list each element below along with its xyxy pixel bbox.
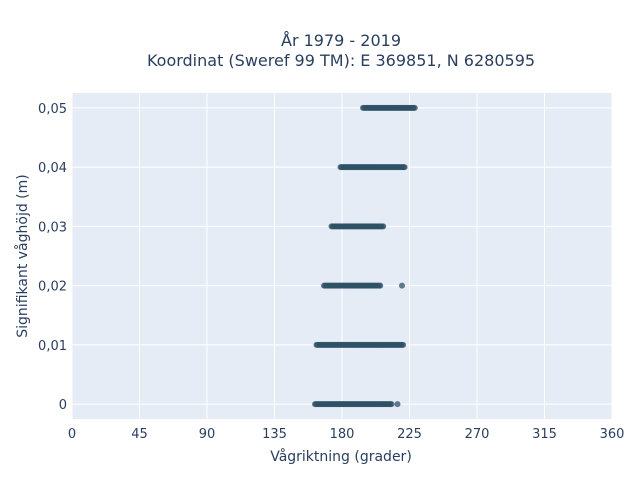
y-tick-label: 0,05 [38, 102, 67, 117]
data-point [399, 282, 405, 289]
x-tick-label: 45 [131, 427, 148, 442]
y-axis-title: Signifikant våghöjd (m) [14, 174, 31, 337]
x-tick-label: 0 [68, 427, 76, 442]
y-tick-label: 0,03 [38, 220, 67, 235]
data-point [401, 164, 408, 171]
data-point [377, 282, 384, 289]
data-point [400, 341, 407, 348]
y-tick-labels: 0 0,01 0,02 0,03 0,04 0,05 [38, 102, 67, 413]
x-tick-label: 180 [330, 427, 355, 442]
chart-subtitle: Koordinat (Sweref 99 TM): E 369851, N 62… [147, 51, 535, 70]
y-tick-label: 0 [59, 398, 67, 413]
data-point [388, 401, 395, 408]
x-tick-label: 225 [397, 427, 422, 442]
x-axis-title: Vågriktning (grader) [270, 448, 412, 465]
y-tick-label: 0,02 [38, 280, 67, 295]
data-points [312, 104, 418, 408]
data-point [380, 223, 387, 230]
data-point [411, 104, 418, 111]
y-tick-label: 0,04 [38, 161, 67, 176]
x-tick-label: 315 [532, 427, 557, 442]
y-tick-label: 0,01 [38, 339, 67, 354]
x-tick-label: 270 [465, 427, 490, 442]
x-tick-label: 90 [199, 427, 216, 442]
data-point [394, 401, 401, 408]
x-tick-label: 360 [600, 427, 625, 442]
x-tick-label: 135 [262, 427, 287, 442]
chart-title: År 1979 - 2019 [281, 31, 401, 50]
x-tick-labels: 0 45 90 135 180 225 270 315 360 [68, 427, 625, 442]
